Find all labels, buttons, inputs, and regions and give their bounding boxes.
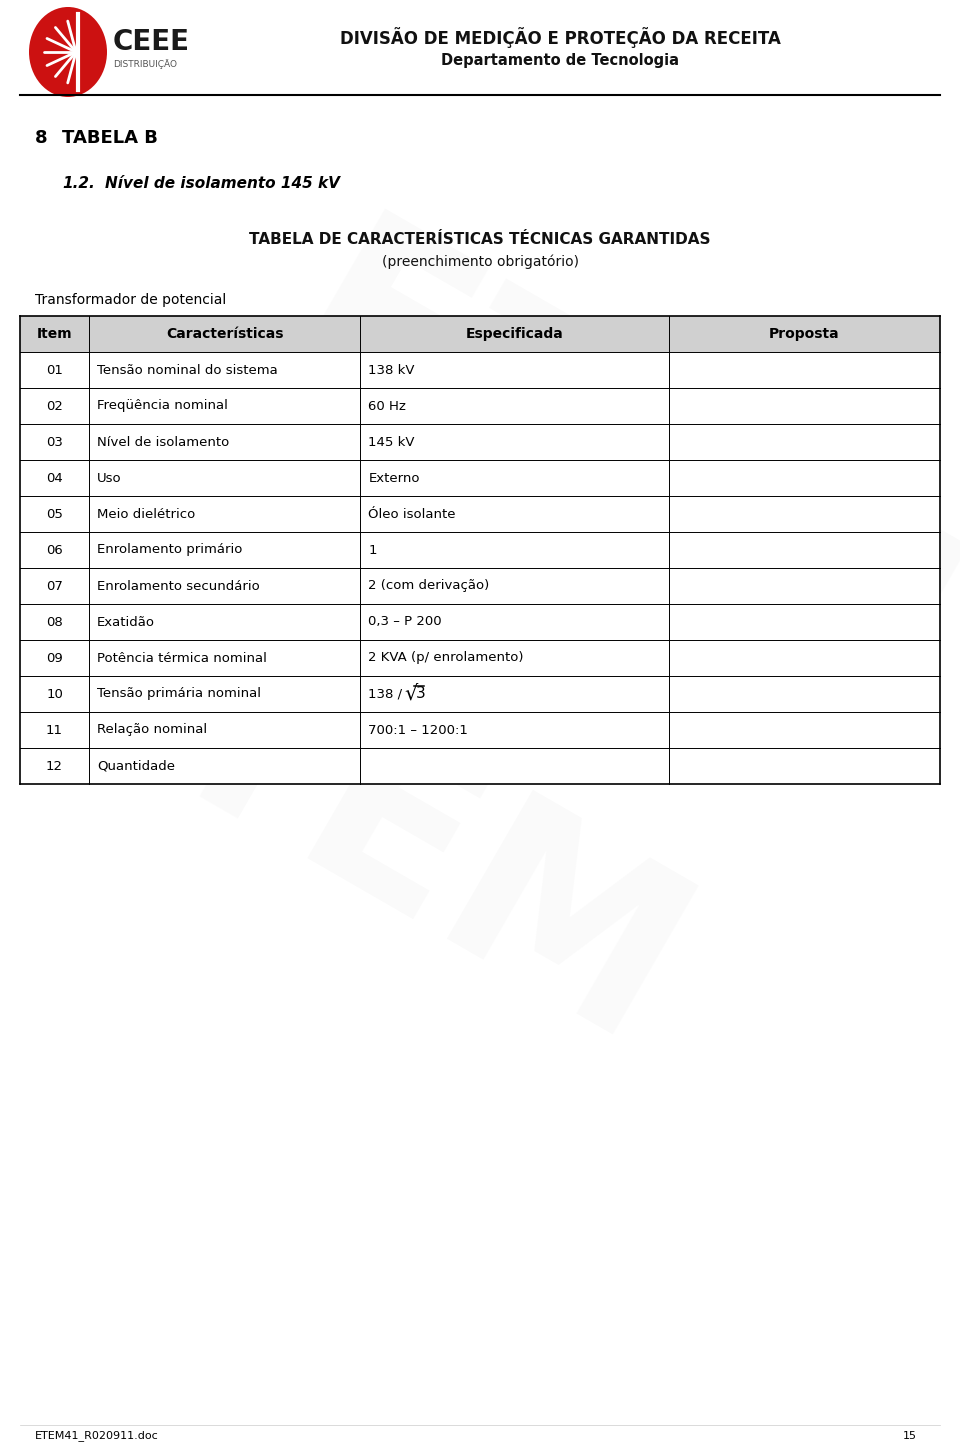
Bar (20, 425, 940, 461)
Text: (preenchimento obrigatório): (preenchimento obrigatório) (381, 254, 579, 269)
Text: Nível de isolamento 145 kV: Nível de isolamento 145 kV (105, 176, 340, 191)
Text: 08: 08 (46, 615, 62, 628)
Text: ETEM: ETEM (252, 202, 960, 758)
Text: DISTRIBUIÇÃO: DISTRIBUIÇÃO (113, 59, 177, 69)
Text: 10: 10 (46, 687, 63, 700)
Text: TABELA B: TABELA B (62, 129, 157, 147)
Text: 04: 04 (46, 472, 62, 485)
Text: Proposta: Proposta (769, 326, 840, 341)
Text: 12: 12 (46, 760, 63, 773)
Bar (20, 352, 940, 388)
Text: Enrolamento primário: Enrolamento primário (97, 543, 242, 556)
Text: 0,3 – P 200: 0,3 – P 200 (369, 615, 442, 628)
Text: 11: 11 (46, 723, 63, 736)
Text: Transformador de potencial: Transformador de potencial (35, 293, 227, 308)
Text: 138 kV: 138 kV (369, 364, 415, 377)
Text: Potência térmica nominal: Potência térmica nominal (97, 651, 267, 664)
Text: DIVISÃO DE MEDIÇÃO E PROTEÇÃO DA RECEITA: DIVISÃO DE MEDIÇÃO E PROTEÇÃO DA RECEITA (340, 27, 780, 49)
Text: 2 KVA (p/ enrolamento): 2 KVA (p/ enrolamento) (369, 651, 524, 664)
Text: 06: 06 (46, 543, 62, 556)
Bar (20, 712, 940, 748)
Text: TABELA DE CARACTERÍSTICAS TÉCNICAS GARANTIDAS: TABELA DE CARACTERÍSTICAS TÉCNICAS GARAN… (250, 232, 710, 247)
Text: Relação nominal: Relação nominal (97, 723, 207, 736)
Text: 2 (com derivação): 2 (com derivação) (369, 579, 490, 592)
Bar (20, 676, 940, 712)
Text: 03: 03 (46, 436, 63, 449)
Text: Enrolamento secundário: Enrolamento secundário (97, 579, 260, 592)
Text: 07: 07 (46, 579, 63, 592)
Text: Exatidão: Exatidão (97, 615, 155, 628)
Text: Tensão primária nominal: Tensão primária nominal (97, 687, 261, 700)
Text: 3: 3 (416, 686, 425, 702)
Bar (20, 604, 940, 640)
Text: Quantidade: Quantidade (97, 760, 175, 773)
Bar (20, 640, 940, 676)
Text: 05: 05 (46, 507, 63, 520)
Text: ETEM: ETEM (0, 542, 718, 1099)
Bar (20, 567, 940, 604)
Bar (20, 495, 940, 531)
Bar (20, 316, 940, 352)
Text: Especificada: Especificada (466, 326, 564, 341)
Text: 01: 01 (46, 364, 63, 377)
Text: Meio dielétrico: Meio dielétrico (97, 507, 195, 520)
Text: √: √ (404, 684, 418, 705)
Text: 145 kV: 145 kV (369, 436, 415, 449)
Text: Óleo isolante: Óleo isolante (369, 507, 456, 520)
Text: 60 Hz: 60 Hz (369, 400, 406, 413)
Text: 700:1 – 1200:1: 700:1 – 1200:1 (369, 723, 468, 736)
Text: 15: 15 (903, 1431, 917, 1441)
Text: 1: 1 (369, 543, 377, 556)
Text: Freqüência nominal: Freqüência nominal (97, 400, 228, 413)
Text: 138 /: 138 / (369, 687, 407, 700)
Bar (20, 388, 940, 425)
Ellipse shape (29, 7, 107, 97)
Text: Nível de isolamento: Nível de isolamento (97, 436, 229, 449)
Bar (20, 748, 940, 784)
Text: Item: Item (36, 326, 72, 341)
Text: CEEE: CEEE (113, 27, 190, 56)
Bar (20, 531, 940, 567)
Text: Departamento de Tecnologia: Departamento de Tecnologia (441, 52, 679, 68)
Text: Tensão nominal do sistema: Tensão nominal do sistema (97, 364, 277, 377)
Text: Características: Características (166, 326, 283, 341)
Text: Uso: Uso (97, 472, 122, 485)
Text: Externo: Externo (369, 472, 420, 485)
Bar (20, 461, 940, 495)
Text: 02: 02 (46, 400, 63, 413)
Text: ETEM41_R020911.doc: ETEM41_R020911.doc (35, 1431, 158, 1441)
Text: 1.2.: 1.2. (62, 176, 95, 191)
Text: 8: 8 (35, 129, 48, 147)
Text: 09: 09 (46, 651, 62, 664)
